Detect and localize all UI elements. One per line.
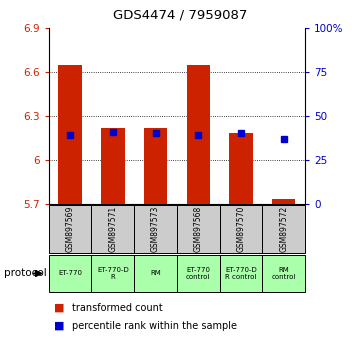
Text: GSM897569: GSM897569 — [66, 206, 75, 252]
Bar — [49, 205, 91, 253]
Bar — [144, 128, 167, 204]
Bar — [177, 205, 219, 253]
Text: GSM897572: GSM897572 — [279, 206, 288, 252]
Bar — [101, 128, 125, 204]
Bar — [187, 65, 210, 204]
Bar — [91, 205, 134, 253]
Text: GSM897573: GSM897573 — [151, 206, 160, 252]
Text: GSM897571: GSM897571 — [108, 206, 117, 252]
Bar — [272, 199, 295, 204]
Bar — [58, 65, 82, 204]
Bar — [49, 255, 91, 292]
Text: GSM897568: GSM897568 — [194, 206, 203, 252]
Bar — [262, 255, 305, 292]
Text: GDS4474 / 7959087: GDS4474 / 7959087 — [113, 9, 248, 22]
Bar — [229, 133, 253, 204]
Bar — [262, 205, 305, 253]
Text: RM
control: RM control — [271, 267, 296, 280]
Text: ET-770-D
R control: ET-770-D R control — [225, 267, 257, 280]
Text: transformed count: transformed count — [72, 303, 163, 313]
Text: GSM897570: GSM897570 — [236, 206, 245, 252]
Bar — [219, 255, 262, 292]
Text: ET-770-D
R: ET-770-D R — [97, 267, 129, 280]
Text: RM: RM — [150, 270, 161, 276]
Bar — [219, 205, 262, 253]
Text: protocol: protocol — [4, 268, 46, 279]
Bar — [134, 255, 177, 292]
Bar — [91, 255, 134, 292]
Bar — [177, 255, 219, 292]
Text: ET-770
control: ET-770 control — [186, 267, 210, 280]
Text: ET-770: ET-770 — [58, 270, 82, 276]
Text: percentile rank within the sample: percentile rank within the sample — [72, 321, 237, 331]
Bar — [134, 205, 177, 253]
Text: ■: ■ — [54, 321, 65, 331]
Text: ■: ■ — [54, 303, 65, 313]
